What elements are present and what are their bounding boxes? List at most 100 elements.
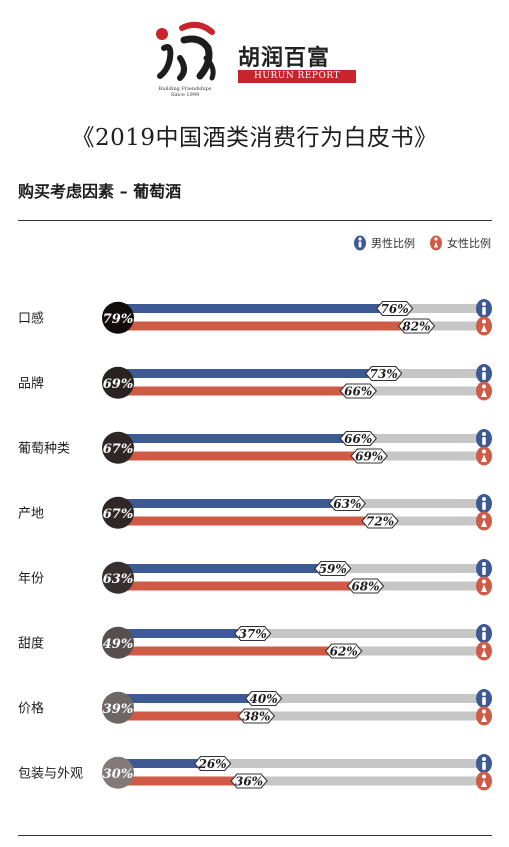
female-value-tag: [350, 448, 388, 464]
section-title: 购买考虑因素 – 葡萄酒: [18, 182, 182, 201]
female-value-tag: [346, 578, 385, 594]
overall-circle: [102, 366, 134, 399]
male-figure-body: [482, 437, 486, 445]
female-figure-body: [481, 519, 487, 527]
male-value-label: 63%: [333, 497, 361, 511]
category-label: 产地: [18, 506, 44, 521]
category-label: 品牌: [18, 375, 44, 391]
bottom-divider: [18, 835, 492, 836]
male-bar: [118, 759, 213, 768]
overall-value-label: 49%: [103, 637, 133, 652]
male-bar: [118, 694, 264, 703]
female-value-label: 62%: [330, 645, 358, 659]
male-figure-icon: [354, 235, 366, 251]
brand-name-en: HURUN REPORT: [238, 70, 356, 83]
female-bar: [118, 646, 344, 656]
female-figure-body: [481, 454, 487, 462]
overall-value-label: 67%: [103, 507, 133, 522]
female-figure-head: [482, 709, 486, 714]
female-bar: [118, 386, 359, 396]
female-figure-body: [481, 649, 487, 657]
male-bar: [118, 434, 359, 443]
male-figure-head: [482, 497, 486, 501]
male-figure-body: [482, 372, 486, 380]
male-figure-head: [482, 692, 486, 696]
male-figure-head: [482, 432, 486, 436]
female-value-tag: [237, 708, 276, 724]
category-label: 葡萄种类: [18, 441, 70, 456]
female-value-label: 69%: [355, 450, 383, 464]
male-figure-head: [482, 302, 486, 306]
overall-circle: [102, 626, 134, 659]
overall-circle: [102, 691, 134, 724]
male-figure-body: [482, 307, 486, 315]
female-value-tag: [339, 383, 377, 399]
male-value-tag: [193, 755, 232, 772]
overall-value-label: 79%: [103, 312, 133, 327]
female-value-tag: [230, 773, 268, 789]
female-figure-icon: [430, 235, 442, 251]
female-figure-head: [482, 774, 486, 779]
overall-value-label: 67%: [103, 442, 133, 457]
male-value-label: 37%: [239, 627, 267, 641]
overall-value-label: 63%: [103, 572, 133, 587]
category-label: 甜度: [18, 635, 44, 651]
female-figure-head: [482, 449, 486, 454]
female-figure-body: [481, 584, 487, 592]
category-label: 包装与外观: [18, 766, 83, 781]
logo-caption: Building Friendships Since 1999: [158, 86, 212, 98]
legend-female-label: 女性比例: [447, 237, 491, 250]
male-figure-body: [482, 697, 486, 705]
male-figure-body: [482, 762, 486, 770]
female-figure-head: [482, 644, 486, 649]
male-bar: [118, 304, 395, 313]
overall-circle: [102, 496, 134, 529]
overall-circle: [102, 301, 134, 334]
female-figure-head: [482, 319, 486, 324]
overall-circle: [102, 561, 134, 594]
female-value-label: 72%: [366, 515, 394, 529]
female-figure-body: [481, 714, 487, 722]
legend-male: 男性比例: [353, 235, 415, 251]
brand-name-cn: 胡润百富: [238, 46, 331, 71]
male-value-label: 59%: [319, 562, 347, 576]
female-figure-body: [481, 324, 487, 332]
male-value-tag: [233, 625, 272, 642]
overall-value-label: 30%: [103, 767, 133, 782]
female-value-label: 36%: [235, 775, 263, 789]
female-bar: [118, 321, 417, 331]
female-value-tag: [324, 643, 363, 659]
top-divider: [18, 220, 492, 221]
page-title: 《2019中国酒类消费行为白皮书》: [71, 125, 438, 151]
overall-value-label: 39%: [103, 702, 133, 717]
female-value-label: 38%: [242, 710, 270, 724]
category-label: 年份: [18, 571, 44, 586]
male-value-label: 26%: [198, 757, 227, 771]
male-bar: [118, 629, 253, 638]
female-bar: [118, 516, 381, 526]
male-value-tag: [339, 430, 377, 447]
male-figure-head: [482, 562, 486, 566]
female-value-label: 66%: [344, 385, 372, 399]
female-figure-head: [482, 384, 486, 389]
female-figure-body: [481, 779, 487, 787]
female-figure-body: [481, 389, 487, 397]
male-value-label: 40%: [250, 692, 278, 706]
male-figure-body: [482, 502, 486, 510]
male-bar: [118, 564, 333, 573]
female-figure-head: [482, 579, 486, 584]
female-bar: [118, 581, 366, 591]
overall-circle: [102, 431, 134, 464]
male-value-label: 76%: [381, 302, 409, 316]
male-value-tag: [375, 300, 414, 317]
male-figure-head: [482, 757, 486, 761]
male-value-label: 73%: [370, 367, 398, 381]
male-value-tag: [328, 495, 367, 512]
male-figure-body: [482, 567, 486, 575]
legend-female: 女性比例: [429, 235, 491, 251]
hurun-logo: Building Friendships Since 1999 胡润百富 HUR…: [150, 18, 380, 108]
male-figure-head: [482, 367, 486, 371]
category-label: 口感: [18, 310, 44, 326]
overall-circle: [102, 756, 134, 789]
male-bar: [118, 499, 348, 508]
